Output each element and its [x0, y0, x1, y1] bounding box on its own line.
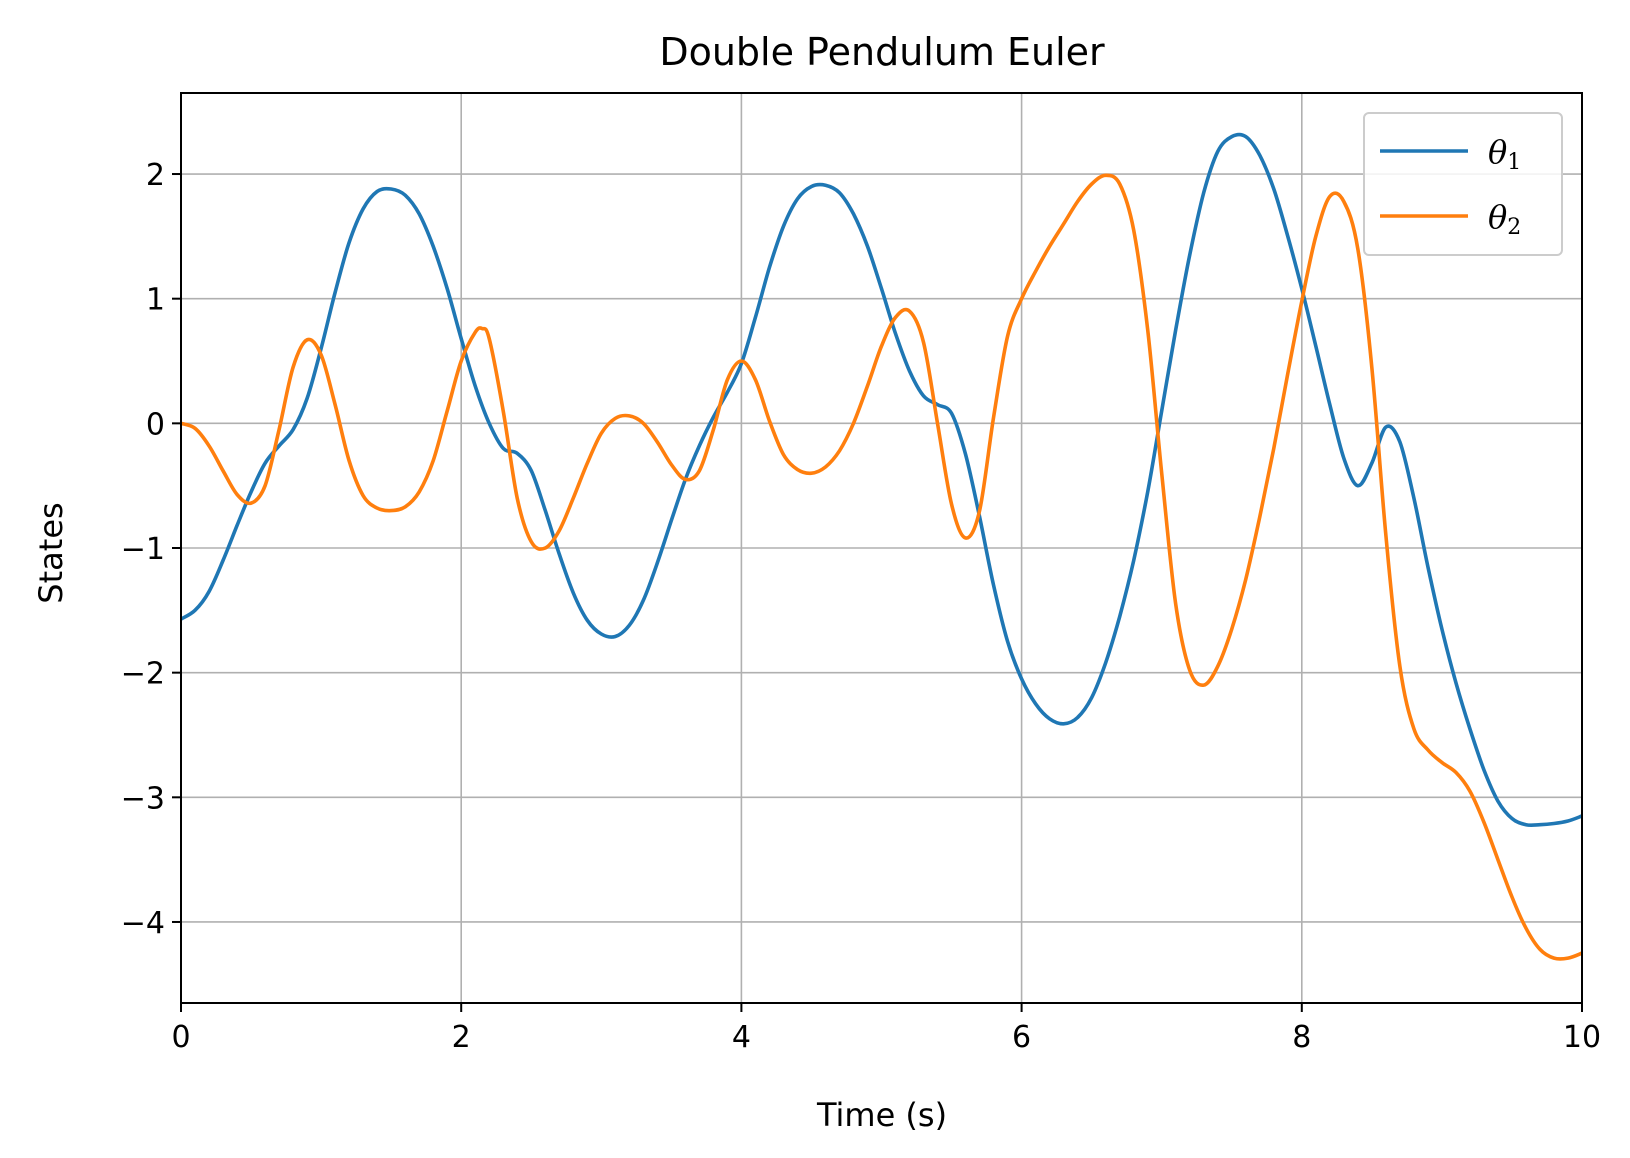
- x-tick-label: 10: [1563, 1020, 1601, 1055]
- x-tick-label: 8: [1292, 1020, 1311, 1055]
- x-tick-label: 4: [732, 1020, 751, 1055]
- x-tick-label: 0: [171, 1020, 190, 1055]
- y-tick-label: −4: [121, 906, 165, 941]
- y-tick-label: −2: [121, 657, 165, 692]
- series-line-2: [181, 173, 1582, 961]
- ticks: 0 2 4 6 8 10 −4 −3 −2 −1 0 1 2: [121, 158, 1601, 1055]
- chart-title: Double Pendulum Euler: [659, 30, 1105, 74]
- x-tick-label: 6: [1012, 1020, 1031, 1055]
- x-tick-label: 2: [452, 1020, 471, 1055]
- y-tick-label: 0: [146, 407, 165, 442]
- y-axis-label: States: [32, 502, 70, 603]
- series-line-1: [181, 132, 1582, 828]
- series-layer: [181, 132, 1582, 961]
- y-tick-label: 1: [146, 283, 165, 318]
- grid: [180, 93, 1583, 1003]
- x-axis-label: Time (s): [816, 1096, 947, 1134]
- legend-box: [1363, 112, 1563, 256]
- y-tick-label: −1: [121, 532, 165, 567]
- y-tick-label: −3: [121, 781, 165, 816]
- y-tick-label: 2: [146, 158, 165, 193]
